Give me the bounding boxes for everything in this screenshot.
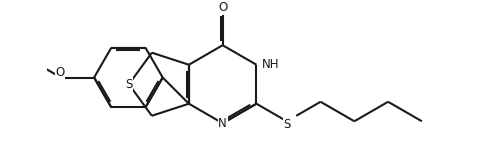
Text: O: O (56, 66, 65, 79)
Text: NH: NH (262, 58, 280, 71)
Text: S: S (125, 78, 132, 91)
Text: S: S (283, 118, 291, 131)
Text: N: N (218, 117, 227, 130)
Text: O: O (218, 1, 227, 14)
